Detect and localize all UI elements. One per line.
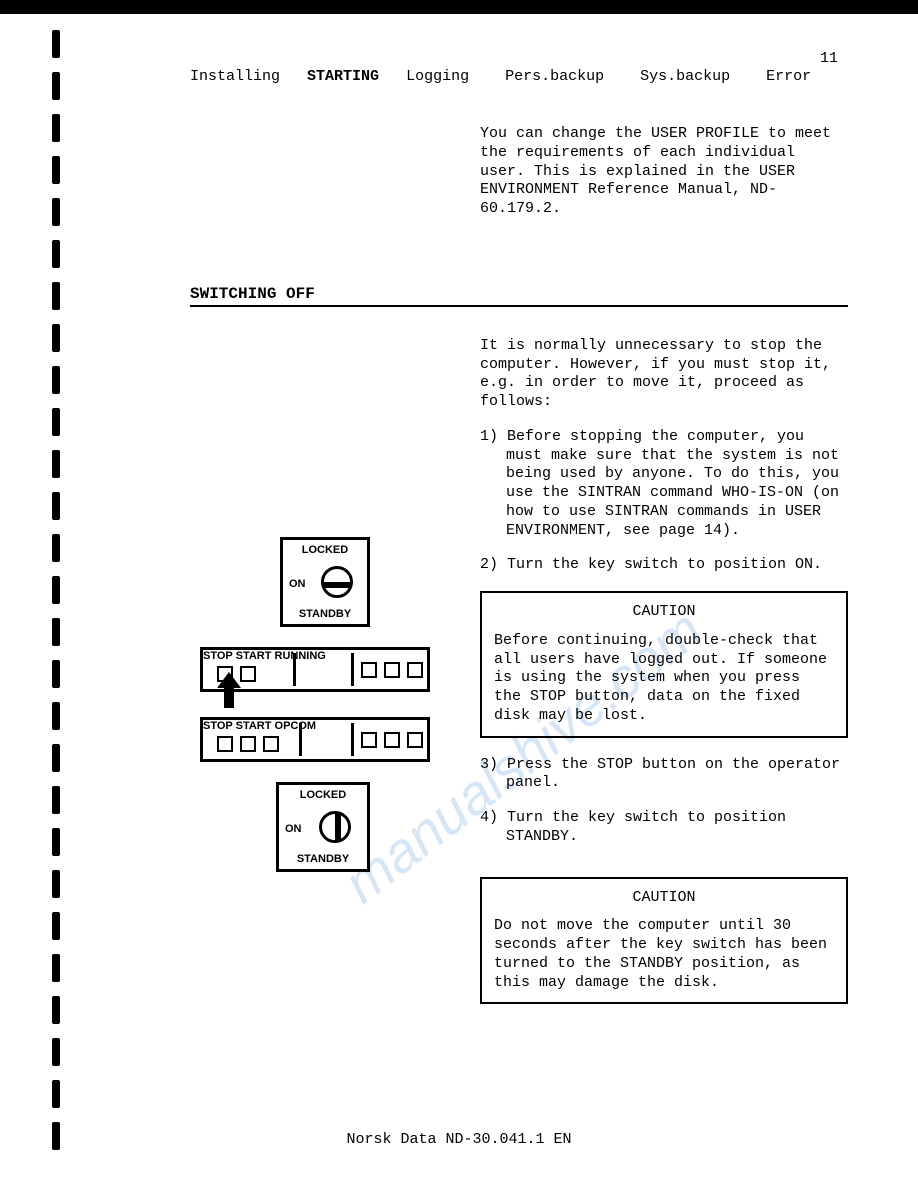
para-intro: It is normally unnecessary to stop the c… — [480, 337, 848, 412]
label-locked: LOCKED — [279, 789, 367, 801]
nav-persbackup: Pers.backup — [505, 68, 604, 85]
button-square — [217, 736, 233, 752]
page-number: 11 — [820, 50, 838, 67]
binding-holes — [52, 30, 64, 1188]
header-nav: Installing STARTING Logging Pers.backup … — [190, 68, 848, 85]
key-switch-bottom: LOCKED ON STANDBY — [276, 782, 370, 872]
label-standby: STANDBY — [283, 608, 367, 620]
button-square — [407, 662, 423, 678]
dial-horizontal-icon — [321, 566, 353, 598]
button-square — [361, 732, 377, 748]
step-1: 1) Before stopping the computer, you mus… — [480, 428, 848, 541]
footer-text: Norsk Data ND-30.041.1 EN — [0, 1131, 918, 1148]
button-square — [407, 732, 423, 748]
key-switch-top: LOCKED ON STANDBY — [280, 537, 370, 627]
button-square — [361, 662, 377, 678]
label-on: ON — [289, 578, 306, 590]
dial-vertical-icon — [319, 811, 351, 843]
caution-box-1: CAUTION Before continuing, double-check … — [480, 591, 848, 738]
nav-error: Error — [766, 68, 811, 85]
page-content: 11 Installing STARTING Logging Pers.back… — [190, 50, 848, 1022]
label-locked: LOCKED — [283, 544, 367, 556]
nav-logging: Logging — [406, 68, 469, 85]
top-black-bar — [0, 0, 918, 14]
label-standby: STANDBY — [279, 853, 367, 865]
arrow-up-icon — [217, 672, 239, 706]
step-3: 3) Press the STOP button on the operator… — [480, 756, 848, 794]
section-rule — [190, 305, 848, 307]
nav-sysbackup: Sys.backup — [640, 68, 730, 85]
step-4: 4) Turn the key switch to position STAND… — [480, 809, 848, 847]
button-square — [240, 736, 256, 752]
caution-title: CAUTION — [494, 889, 834, 908]
label-opcom: OPCOM — [275, 720, 317, 732]
nav-installing: Installing — [190, 68, 280, 85]
button-square — [384, 662, 400, 678]
button-square — [263, 736, 279, 752]
diagram-area: LOCKED ON STANDBY STOP START RUNNING — [190, 567, 480, 967]
operator-panel-opcom: STOP START OPCOM — [200, 717, 430, 762]
operator-panel-running: STOP START RUNNING — [200, 647, 430, 692]
label-stop-start: STOP START — [203, 720, 271, 732]
caution-body: Do not move the computer until 30 second… — [494, 917, 834, 992]
section-title: SWITCHING OFF — [190, 285, 848, 303]
nav-starting: STARTING — [307, 68, 379, 85]
label-stop-start: STOP START — [203, 650, 271, 662]
caution-box-2: CAUTION Do not move the computer until 3… — [480, 877, 848, 1005]
caution-title: CAUTION — [494, 603, 834, 622]
button-square — [240, 666, 256, 682]
label-on: ON — [285, 823, 302, 835]
intro-paragraph: You can change the USER PROFILE to meet … — [480, 125, 848, 219]
caution-body: Before continuing, double-check that all… — [494, 632, 834, 726]
step-2: 2) Turn the key switch to position ON. — [480, 556, 848, 575]
label-running: RUNNING — [275, 650, 326, 662]
button-square — [384, 732, 400, 748]
